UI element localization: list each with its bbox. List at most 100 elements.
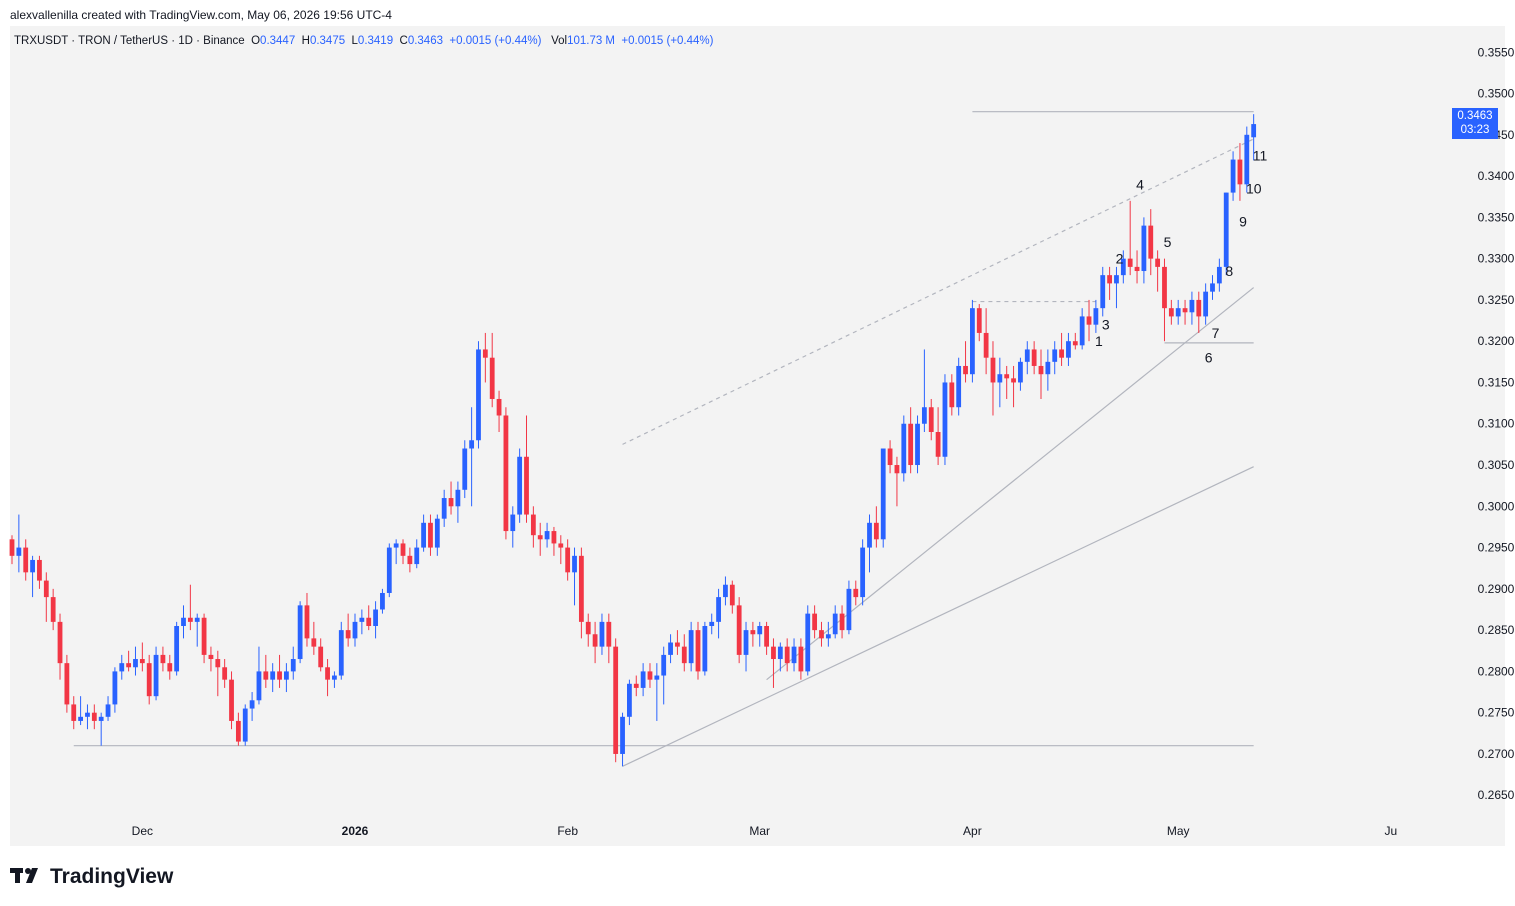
candle bbox=[9, 535, 15, 565]
candle bbox=[839, 605, 845, 639]
candle-body bbox=[572, 555, 577, 573]
candle-body bbox=[441, 498, 447, 519]
candle bbox=[1052, 341, 1058, 375]
candle bbox=[935, 407, 941, 466]
candle bbox=[970, 299, 975, 383]
candle bbox=[750, 621, 756, 647]
candle bbox=[997, 357, 1003, 408]
candle-body bbox=[867, 522, 872, 548]
candle-body bbox=[1196, 299, 1202, 317]
candle-body bbox=[1018, 361, 1023, 383]
candle-body bbox=[613, 646, 619, 754]
candle-body bbox=[517, 456, 523, 515]
candle bbox=[867, 514, 872, 573]
candle bbox=[1066, 332, 1071, 366]
candle bbox=[57, 613, 63, 680]
volume-value: 101.73 M bbox=[567, 35, 616, 47]
candle-body bbox=[723, 584, 728, 598]
candle bbox=[1086, 299, 1092, 342]
candle bbox=[64, 654, 70, 713]
candle-body bbox=[839, 613, 845, 631]
candle bbox=[503, 407, 509, 540]
time-tick-label: Feb bbox=[557, 824, 578, 838]
candle bbox=[709, 613, 715, 635]
candle bbox=[675, 630, 680, 655]
candle bbox=[393, 539, 399, 565]
candle bbox=[366, 605, 372, 631]
candle bbox=[187, 584, 193, 631]
candle bbox=[37, 555, 42, 589]
candle-body bbox=[743, 630, 749, 655]
candle-body bbox=[215, 659, 221, 668]
candle bbox=[647, 663, 653, 688]
candle bbox=[242, 704, 248, 746]
candle-body bbox=[167, 663, 173, 672]
wave-label: 7 bbox=[1212, 325, 1220, 341]
candle-body bbox=[578, 555, 584, 622]
candle-body bbox=[729, 584, 735, 606]
candle-body bbox=[592, 634, 598, 647]
candle-body bbox=[352, 621, 358, 639]
tv-logo-icon bbox=[10, 864, 44, 890]
candle bbox=[1072, 332, 1078, 350]
candle bbox=[599, 613, 605, 655]
tradingview-wordmark: TradingView bbox=[50, 865, 174, 888]
candle-body bbox=[476, 349, 481, 441]
candle-body bbox=[462, 448, 468, 490]
candle bbox=[50, 588, 56, 631]
candle bbox=[812, 605, 818, 639]
candle bbox=[1210, 275, 1215, 300]
tradingview-logo[interactable]: TradingView bbox=[10, 864, 173, 890]
wave-label: 9 bbox=[1239, 213, 1247, 229]
candle-body bbox=[160, 654, 166, 664]
candle bbox=[421, 514, 426, 552]
candle-body bbox=[1223, 192, 1229, 267]
candle bbox=[688, 621, 694, 672]
price-tick-label: 0.3100 bbox=[1478, 417, 1515, 431]
candle bbox=[201, 613, 207, 664]
tv-logo-mark bbox=[10, 868, 38, 883]
candle bbox=[853, 580, 859, 606]
candle bbox=[91, 704, 97, 730]
candle-body bbox=[949, 382, 955, 408]
candle-body bbox=[1244, 134, 1250, 185]
candle bbox=[476, 341, 481, 449]
symbol-label[interactable]: TRXUSDT · TRON / TetherUS · 1D · Binance bbox=[14, 35, 245, 47]
candle-body bbox=[976, 308, 982, 333]
open-label: O bbox=[251, 35, 261, 47]
candle-body bbox=[812, 613, 818, 631]
chart-frame[interactable] bbox=[10, 26, 1505, 846]
candle-body bbox=[249, 700, 255, 709]
author-caption: alexvallenilla created with TradingView.… bbox=[10, 8, 392, 22]
candle-body bbox=[23, 547, 29, 573]
candle-body bbox=[551, 531, 557, 544]
candle bbox=[592, 621, 598, 664]
candle-body bbox=[661, 654, 667, 676]
candle-body bbox=[832, 613, 838, 635]
candle-body bbox=[997, 374, 1003, 383]
candle-body bbox=[421, 522, 426, 548]
candle-body bbox=[1189, 299, 1195, 313]
candle bbox=[963, 341, 968, 383]
candle bbox=[846, 580, 852, 635]
candle bbox=[482, 332, 488, 383]
candle bbox=[558, 535, 564, 565]
candle-body bbox=[853, 588, 859, 598]
candle bbox=[304, 592, 310, 647]
candle-body bbox=[284, 671, 289, 680]
candle bbox=[640, 663, 646, 697]
candle-body bbox=[825, 634, 831, 639]
price-tick-label: 0.3300 bbox=[1478, 252, 1515, 266]
candle-body bbox=[105, 704, 111, 717]
candle-body bbox=[771, 646, 776, 660]
candle-body bbox=[1127, 258, 1133, 267]
candle bbox=[1024, 341, 1030, 375]
wave-label: 11 bbox=[1253, 147, 1268, 163]
candle-body bbox=[928, 407, 934, 432]
candle-body bbox=[146, 663, 152, 697]
candle-body bbox=[126, 663, 132, 668]
candle bbox=[1203, 283, 1209, 325]
candle-body bbox=[1004, 374, 1010, 379]
candle-body bbox=[942, 382, 948, 457]
